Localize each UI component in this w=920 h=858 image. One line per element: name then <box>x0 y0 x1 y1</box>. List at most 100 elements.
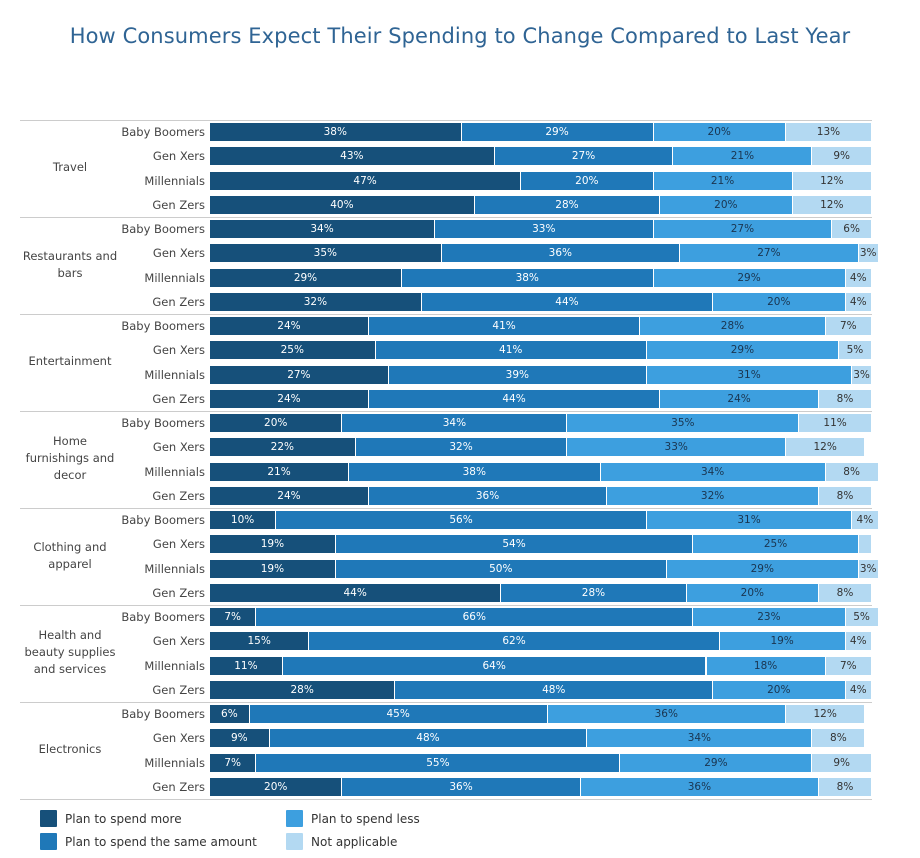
data-label: 20% <box>767 295 791 308</box>
bar-segment-plan-to-spend-the-same-amount: 48% <box>269 729 588 748</box>
group-label: Gen Zers <box>152 682 205 697</box>
bar-segment-plan-to-spend-the-same-amount: 29% <box>461 123 654 141</box>
data-label: 9% <box>833 150 851 163</box>
group-label: Baby Boomers <box>121 416 205 430</box>
data-label: 22% <box>270 441 294 454</box>
section-divider <box>20 120 872 121</box>
bar-segment-plan-to-spend-less: 20% <box>713 292 846 311</box>
bar-segment-plan-to-spend-more: 25% <box>210 341 376 360</box>
legend-label: Not applicable <box>311 834 398 849</box>
bar-segment-not-applicable: 8% <box>819 777 872 796</box>
data-label: 20% <box>264 417 288 429</box>
group-label: Millennials <box>144 561 205 576</box>
bar-segment-plan-to-spend-less: 28% <box>640 317 826 335</box>
data-label: 7% <box>224 756 241 769</box>
data-label: 5% <box>846 344 864 357</box>
data-label: 19% <box>260 562 285 575</box>
data-label: 20% <box>740 586 764 599</box>
data-label: 12% <box>820 174 844 187</box>
bar-segment-plan-to-spend-less: 36% <box>580 777 820 796</box>
data-label: 41% <box>499 344 523 357</box>
group-label: Gen Xers <box>152 246 205 261</box>
category-label: Restaurants and bars <box>22 248 118 280</box>
data-label: 36% <box>654 708 678 720</box>
bar-segment-plan-to-spend-more: 38% <box>210 123 462 141</box>
bar-segment-plan-to-spend-less: 32% <box>607 486 820 505</box>
bar-segment-plan-to-spend-less: 27% <box>680 244 859 263</box>
bar-segment-plan-to-spend-more: 6% <box>210 705 250 723</box>
bar-segment-plan-to-spend-more: 7% <box>210 608 257 626</box>
bar-segment-plan-to-spend-the-same-amount: 56% <box>276 511 647 529</box>
category-label: Home furnishings and decor <box>25 434 115 482</box>
bar-segment-not-applicable: 13% <box>785 123 872 141</box>
category-label: Travel <box>52 160 88 174</box>
data-label: 25% <box>763 538 788 551</box>
data-label: 34% <box>310 223 334 235</box>
group-label: Baby Boomers <box>121 707 205 721</box>
data-label: 9% <box>230 732 248 745</box>
data-label: 4% <box>849 635 867 648</box>
data-label: 3% <box>859 247 877 260</box>
data-label: 38% <box>323 126 347 138</box>
bar-segment-plan-to-spend-the-same-amount: 44% <box>368 389 661 408</box>
data-label: 27% <box>757 247 781 260</box>
data-label: 8% <box>843 465 860 478</box>
bar-segment-not-applicable: 3% <box>852 365 872 384</box>
chart-title: How Consumers Expect Their Spending to C… <box>69 24 851 48</box>
group-label: Gen Xers <box>152 731 205 746</box>
bar-segment-plan-to-spend-the-same-amount: 44% <box>421 292 714 311</box>
group-label: Millennials <box>144 367 205 382</box>
bar-segment-plan-to-spend-more: 47% <box>210 171 522 190</box>
bar-segment-not-applicable: 5% <box>845 608 879 626</box>
legend-label: Plan to spend the same amount <box>65 834 257 849</box>
bar-segment-plan-to-spend-the-same-amount: 62% <box>309 632 720 651</box>
section-divider <box>20 217 872 218</box>
data-label: 27% <box>730 223 755 235</box>
data-label: 36% <box>687 780 712 793</box>
data-label: 27% <box>571 150 596 163</box>
legend-swatch <box>40 810 57 827</box>
bar-segment-not-applicable: 9% <box>812 753 872 772</box>
bar-segment-plan-to-spend-more: 20% <box>210 414 343 432</box>
bar-segment-plan-to-spend-the-same-amount: 41% <box>375 341 647 360</box>
data-label: 18% <box>753 659 778 672</box>
bar-segment-plan-to-spend-more: 9% <box>210 729 270 748</box>
bar-segment-plan-to-spend-the-same-amount: 39% <box>388 365 647 384</box>
data-label: 4% <box>856 514 874 526</box>
data-label: 6% <box>221 708 238 720</box>
bar-segment-plan-to-spend-more: 28% <box>210 680 396 699</box>
data-label: 20% <box>575 174 599 187</box>
data-label: 3% <box>853 368 870 381</box>
group-label: Gen Zers <box>152 585 205 600</box>
data-label: 9% <box>833 756 851 769</box>
group-label: Gen Xers <box>152 440 205 455</box>
data-label: 33% <box>532 223 556 235</box>
bar-segment-plan-to-spend-less: 21% <box>673 147 813 166</box>
data-label: 27% <box>287 368 311 381</box>
bar-segment-not-applicable: 12% <box>785 438 866 457</box>
data-label: 8% <box>836 780 854 793</box>
data-label: 23% <box>757 611 781 623</box>
bar-segment-plan-to-spend-the-same-amount: 38% <box>349 462 601 481</box>
bar-segment-not-applicable: 8% <box>819 486 872 505</box>
bar-segment-plan-to-spend-less: 20% <box>686 583 820 602</box>
section-divider <box>20 799 872 800</box>
data-label: 8% <box>836 489 854 502</box>
bar-segment-not-applicable: 12% <box>792 171 872 190</box>
group-label: Baby Boomers <box>121 513 205 527</box>
bar-segment-plan-to-spend-the-same-amount: 34% <box>342 414 568 432</box>
bar-segment-not-applicable: 8% <box>819 389 872 408</box>
bar-segment-plan-to-spend-more: 43% <box>210 147 495 166</box>
group-label: Gen Xers <box>152 537 205 552</box>
legend-label: Plan to spend more <box>65 811 182 826</box>
group-label: Gen Zers <box>152 488 205 503</box>
data-label: 29% <box>730 344 755 357</box>
bar-segment-plan-to-spend-the-same-amount: 36% <box>368 486 608 505</box>
data-label: 8% <box>836 586 854 599</box>
bar-segment-not-applicable: 8% <box>825 462 879 481</box>
category-label: Electronics <box>38 742 102 756</box>
data-label: 32% <box>449 441 473 454</box>
data-label: 21% <box>710 174 735 187</box>
bar-segment-plan-to-spend-more: 34% <box>210 220 436 238</box>
group-label: Baby Boomers <box>121 222 205 236</box>
